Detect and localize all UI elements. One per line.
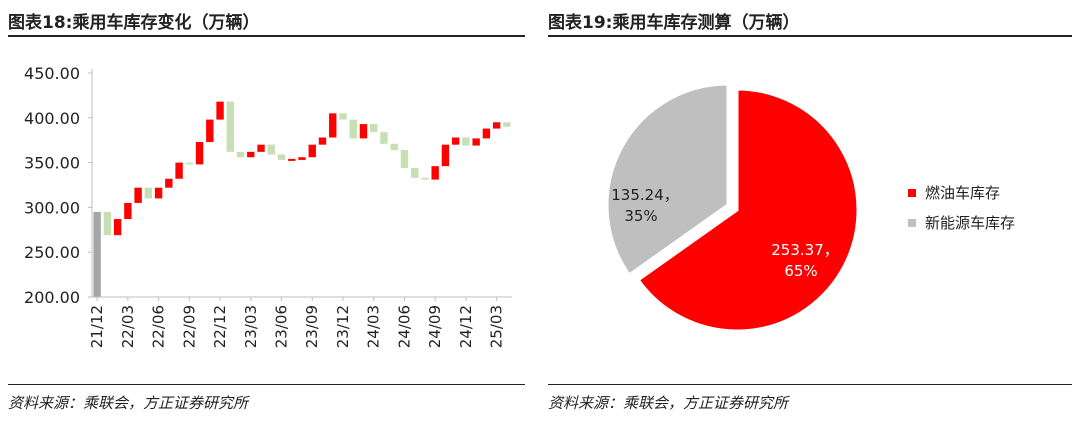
left-source-note: 资料来源：乘联会，方正证券研究所 — [8, 394, 249, 412]
x-tick-label: 22/03 — [119, 305, 137, 348]
x-tick-label: 23/09 — [303, 305, 321, 348]
bar-increase — [165, 178, 173, 188]
x-tick-label: 25/03 — [488, 305, 506, 348]
bar-decrease — [370, 124, 378, 133]
bar-increase — [359, 124, 368, 139]
y-tick-label: 400.00 — [24, 109, 80, 128]
y-tick-label: 350.00 — [24, 154, 80, 173]
bar-increase — [175, 162, 183, 179]
left-title-rule — [8, 35, 525, 37]
bar-decrease — [462, 137, 470, 146]
right-chart-title: 图表19:乘用车库存测算（万辆） — [548, 13, 800, 33]
bar-increase — [247, 151, 255, 158]
left-source-rule — [8, 384, 525, 385]
waterfall-chart: 200.00 250.00 300.00 350.00 400.00 450.00 21/… — [24, 64, 512, 348]
bar-decrease — [421, 177, 429, 180]
bar-increase — [492, 122, 501, 129]
bar-total — [93, 211, 101, 297]
bar-decrease — [349, 119, 357, 139]
pie-slice-nev — [605, 82, 730, 277]
bar-decrease — [380, 132, 388, 144]
x-tick-label: 21/12 — [88, 305, 106, 348]
bar-decrease — [267, 144, 275, 155]
x-tick-label: 24/06 — [395, 305, 413, 348]
y-axis: 200.00 250.00 300.00 350.00 400.00 450.00 — [24, 64, 93, 307]
pie-percent-label: 65% — [784, 262, 817, 280]
x-tick-label: 24/12 — [457, 305, 475, 348]
bar-increase — [124, 202, 132, 220]
bar-increase — [431, 166, 439, 180]
bars-group — [93, 101, 511, 297]
bar-decrease — [185, 162, 194, 165]
right-title-rule — [548, 35, 1072, 37]
bar-increase — [288, 158, 296, 161]
bar-increase — [318, 137, 327, 145]
legend-label: 燃油车库存 — [925, 184, 1000, 202]
bar-increase — [472, 138, 480, 146]
x-tick-label: 23/03 — [242, 305, 260, 348]
right-source-note: 资料来源：乘联会，方正证券研究所 — [548, 394, 789, 412]
pie-value-label: 253.37， — [771, 241, 839, 259]
bar-increase — [451, 137, 460, 145]
legend-swatch — [908, 189, 916, 197]
bar-decrease — [390, 143, 398, 151]
y-tick-label: 250.00 — [24, 243, 80, 262]
x-tick-label: 24/09 — [426, 305, 444, 348]
bar-decrease — [503, 122, 511, 127]
y-tick-label: 300.00 — [24, 198, 80, 217]
bar-increase — [329, 113, 337, 138]
bar-increase — [206, 119, 214, 142]
pie-percent-label: 35% — [624, 207, 657, 225]
pie-slice-oil — [636, 87, 860, 333]
bar-increase — [308, 144, 316, 158]
bar-decrease — [103, 211, 112, 236]
bar-increase — [134, 187, 142, 203]
x-tick-label: 22/06 — [150, 305, 168, 348]
x-tick-label: 22/09 — [180, 305, 198, 348]
bar-increase — [257, 144, 265, 152]
bar-decrease — [144, 187, 153, 199]
bar-decrease — [411, 167, 419, 178]
x-tick-label: 23/12 — [334, 305, 352, 348]
bar-decrease — [339, 113, 347, 120]
x-tick-label: 22/12 — [211, 305, 229, 348]
x-tick-label: 24/03 — [365, 305, 383, 348]
legend-label: 新能源车库存 — [925, 214, 1015, 232]
bar-increase — [441, 144, 450, 167]
legend-swatch — [908, 219, 916, 227]
bar-increase — [195, 141, 204, 165]
pie-data-labels: 253.37， 65% 135.24， 35% — [611, 186, 839, 280]
bar-increase — [216, 101, 224, 120]
bar-decrease — [226, 101, 234, 152]
pie-slices — [605, 82, 860, 333]
y-tick-label: 200.00 — [24, 288, 80, 307]
bar-decrease — [277, 154, 286, 160]
bar-increase — [113, 219, 122, 236]
bar-increase — [154, 187, 163, 199]
pie-value-label: 135.24， — [611, 186, 679, 204]
left-chart-title: 图表18:乘用车库存变化（万辆） — [8, 13, 260, 33]
y-tick-label: 450.00 — [24, 64, 80, 83]
x-axis: 21/12 22/03 22/06 22/09 22/12 23/03 23/06 23/09… — [88, 296, 512, 348]
bar-decrease — [400, 150, 409, 168]
x-tick-label: 23/06 — [273, 305, 291, 348]
bar-increase — [482, 128, 491, 139]
right-source-rule — [548, 384, 1072, 385]
bar-decrease — [236, 151, 245, 158]
bar-increase — [298, 157, 306, 160]
